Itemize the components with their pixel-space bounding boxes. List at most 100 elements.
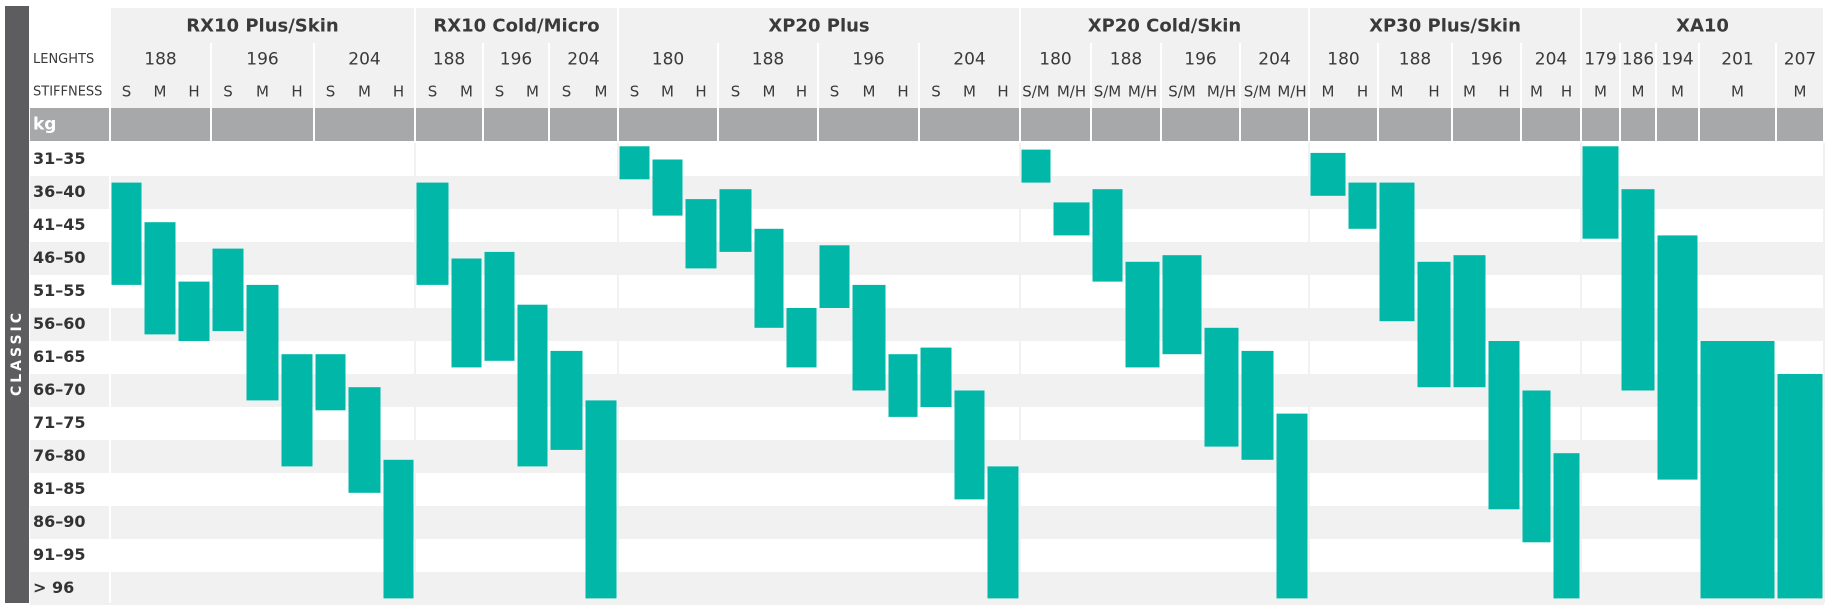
length-label: 188 <box>1110 50 1142 70</box>
weight-range-bar <box>212 248 244 332</box>
stiffness-label: M <box>1671 83 1684 101</box>
stiffness-label: M <box>460 83 473 101</box>
length-label: 196 <box>500 50 532 70</box>
weight-range-bar <box>987 466 1019 599</box>
weight-range-bar <box>1553 453 1580 599</box>
weight-range-bar <box>1092 189 1123 282</box>
length-label: 196 <box>852 50 884 70</box>
length-label: 207 <box>1784 50 1816 70</box>
length-label: 180 <box>1327 50 1359 70</box>
model-title: RX10 Plus/Skin <box>186 16 338 37</box>
stiffness-label: M <box>763 83 776 101</box>
weight-range-bar <box>1276 413 1308 599</box>
weight-label-stripe <box>30 440 110 473</box>
stiffness-label: H <box>1428 83 1439 101</box>
weight-class-label: 31–35 <box>33 149 86 168</box>
length-label: 204 <box>1535 50 1567 70</box>
weight-range-bar <box>1453 255 1486 388</box>
stiffness-label: M <box>1391 83 1404 101</box>
weight-range-bar <box>1204 327 1239 447</box>
length-label: 180 <box>1039 50 1071 70</box>
stiffness-label: H <box>1561 83 1572 101</box>
stiffness-label: M <box>526 83 539 101</box>
side-label: CLASSIC <box>5 6 29 603</box>
stiffness-label: M <box>1632 83 1645 101</box>
weight-range-bar <box>819 245 850 308</box>
kg-label-background <box>30 108 110 141</box>
stiffness-label: H <box>1357 83 1368 101</box>
weight-range-bar <box>1241 350 1274 460</box>
stiffness-label: M <box>1794 83 1807 101</box>
weight-range-bar <box>685 199 717 269</box>
kg-row-label: kg <box>33 115 56 135</box>
weight-class-label: 71–75 <box>33 413 86 432</box>
weight-range-bar <box>383 459 414 599</box>
stiffness-label: S/M <box>1244 83 1272 101</box>
column-separators <box>109 8 1825 603</box>
stiffness-label: M <box>963 83 976 101</box>
weight-range-bar <box>451 258 482 368</box>
weight-row-stripe <box>110 209 1824 242</box>
stiffness-label: S <box>428 83 438 101</box>
stiffness-label: H <box>393 83 404 101</box>
model-titles: RX10 Plus/Skin RX10 Cold/Micro XP20 Plus XP… <box>186 16 1729 37</box>
weight-class-label: 41–45 <box>33 215 86 234</box>
stiffness-label: H <box>188 83 199 101</box>
kg-header-bar <box>110 108 1824 141</box>
weight-range-bar <box>144 222 176 335</box>
stiffness-label: S <box>326 83 336 101</box>
stiffness-label: M <box>1322 83 1335 101</box>
weight-range-bar <box>1125 261 1160 368</box>
weight-class-label: 36–40 <box>33 182 86 201</box>
length-label: 180 <box>652 50 684 70</box>
weight-label-stripe <box>30 407 110 440</box>
stiffness-label: M/H <box>1128 83 1157 101</box>
weight-range-bar <box>585 400 617 599</box>
weight-range-bar <box>1777 374 1823 599</box>
weight-range-bar <box>484 251 515 361</box>
model-title: RX10 Cold/Micro <box>433 16 599 37</box>
weight-range-bar <box>1310 152 1346 196</box>
row-labels: LENGHTS STIFFNESS kg <box>33 52 102 135</box>
length-label: 186 <box>1622 50 1654 70</box>
stiffness-label: H <box>997 83 1008 101</box>
model-title: XP20 Cold/Skin <box>1088 16 1242 37</box>
lengths-row-label: LENGHTS <box>33 52 94 67</box>
stiffness-label: H <box>695 83 706 101</box>
weight-class-label: 91–95 <box>33 545 86 564</box>
model-title: XA10 <box>1676 16 1729 37</box>
weight-label-stripe <box>30 275 110 308</box>
weight-row-stripe <box>110 341 1824 374</box>
weight-range-bar <box>1379 182 1415 322</box>
length-label: 179 <box>1584 50 1616 70</box>
weight-row-stripe <box>110 275 1824 308</box>
weight-range-bar <box>1348 182 1377 229</box>
length-label: 204 <box>348 50 380 70</box>
weight-row-stripe <box>110 143 1824 176</box>
stiffness-label: M/H <box>1057 83 1086 101</box>
stiffness-label: M <box>154 83 167 101</box>
weight-class-label: 61–65 <box>33 347 86 366</box>
weight-range-bar <box>719 189 752 252</box>
weight-label-stripe <box>30 341 110 374</box>
weight-range-bar <box>416 182 449 285</box>
stiffness-label: M <box>1463 83 1476 101</box>
weight-label-stripe <box>30 176 110 209</box>
stiffness-label: H <box>796 83 807 101</box>
weight-range-bar <box>1053 202 1090 236</box>
stiffness-label: S <box>931 83 941 101</box>
weight-range-bar <box>1522 390 1551 543</box>
length-label: 196 <box>246 50 278 70</box>
stiffness-row-label: STIFFNESS <box>33 85 102 100</box>
stiffness-label: M <box>1530 83 1543 101</box>
length-label: 188 <box>752 50 784 70</box>
model-title: XP20 Plus <box>768 16 869 37</box>
weight-range-bar <box>1488 341 1520 510</box>
stiffness-label: M <box>863 83 876 101</box>
stiffness-label: M <box>1731 83 1744 101</box>
weight-range-bar <box>111 182 142 285</box>
weight-label-stripe <box>30 374 110 407</box>
weight-range-bar <box>954 390 985 500</box>
